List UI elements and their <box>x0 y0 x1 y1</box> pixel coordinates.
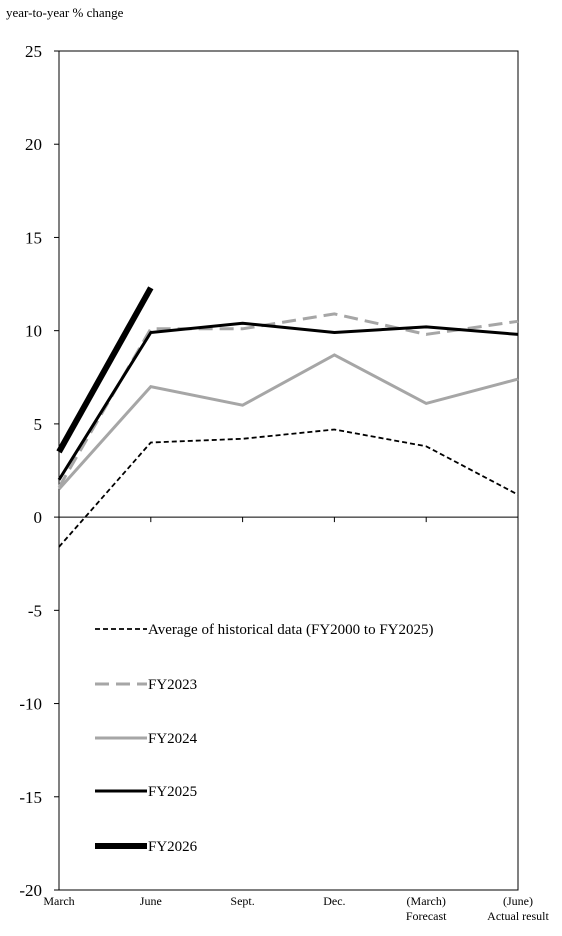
y-axis-label: year-to-year % change <box>6 5 124 20</box>
y-tick-label: 10 <box>25 322 42 341</box>
y-tick-label: 0 <box>34 508 43 527</box>
y-tick-label: 5 <box>34 415 43 434</box>
x-tick-label: Actual result <box>487 909 549 923</box>
x-tick-label: March <box>43 894 74 908</box>
x-tick-label: (June) <box>503 894 533 908</box>
y-tick-label: -10 <box>19 695 42 714</box>
legend-label: FY2024 <box>148 731 198 747</box>
y-tick-label: -20 <box>19 881 42 900</box>
x-tick-label: Dec. <box>323 894 345 908</box>
plot-frame <box>58 50 519 891</box>
series-line-fy2026 <box>56 286 154 454</box>
y-tick-label: 15 <box>25 228 42 247</box>
legend-label: Average of historical data (FY2000 to FY… <box>148 622 434 638</box>
legend-label: FY2023 <box>148 677 197 693</box>
legend-label: FY2025 <box>148 784 197 800</box>
series-line-fy2024 <box>57 353 519 491</box>
series-layer <box>56 286 519 548</box>
x-tick-label: Forecast <box>406 909 447 923</box>
series-line-average-of-historical-data-fy2000-to-fy2025- <box>58 428 519 548</box>
x-tick-label: June <box>140 894 162 908</box>
y-tick-label: 25 <box>25 42 42 61</box>
y-tick-label: 20 <box>25 135 42 154</box>
x-tick-label: (March) <box>407 894 446 908</box>
x-tick-label: Sept. <box>230 894 254 908</box>
series-line-fy2023 <box>57 312 519 489</box>
y-tick-label: -5 <box>28 601 42 620</box>
legend: Average of historical data (FY2000 to FY… <box>95 622 434 855</box>
series-line-fy2025 <box>57 321 519 481</box>
y-tick-label: -15 <box>19 788 42 807</box>
legend-label: FY2026 <box>148 839 198 855</box>
